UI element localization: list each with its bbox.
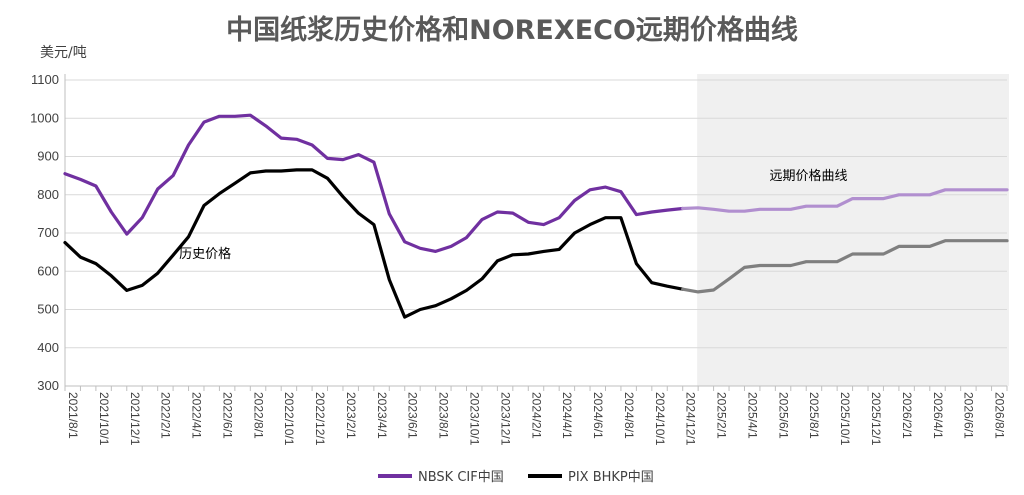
x-tick-label: 2026/8/1	[993, 392, 1007, 439]
x-tick-label: 2022/6/1	[220, 392, 234, 439]
x-tick-label: 2024/8/1	[622, 392, 636, 439]
y-tick-label: 900	[37, 149, 59, 164]
y-tick-label: 400	[37, 340, 59, 355]
y-tick-label: 500	[37, 302, 59, 317]
x-tick-label: 2026/6/1	[962, 392, 976, 439]
x-tick-label: 2023/10/1	[468, 392, 482, 446]
x-tick-label: 2021/12/1	[128, 392, 142, 446]
x-tick-label: 2025/4/1	[745, 392, 759, 439]
y-tick-label: 700	[37, 225, 59, 240]
x-tick-label: 2024/2/1	[529, 392, 543, 439]
series-line-nbsk-historical	[63, 113, 685, 253]
annotation-historical: 历史价格	[179, 246, 231, 262]
x-tick-label: 2025/8/1	[807, 392, 821, 439]
series-line-pix-forecast	[681, 239, 1009, 294]
x-tick-label: 2023/8/1	[437, 392, 451, 439]
x-tick-label: 2023/12/1	[498, 392, 512, 446]
y-tick-label: 1100	[31, 72, 59, 87]
series-line-nbsk-forecast	[681, 188, 1009, 213]
legend-swatch-nbsk	[378, 473, 412, 478]
x-tick-label: 2024/4/1	[560, 392, 574, 439]
x-tick-label: 2022/4/1	[190, 392, 204, 439]
annotation-forecast: 远期价格曲线	[769, 168, 847, 184]
x-tick-label: 2025/12/1	[869, 392, 883, 446]
y-tick-label: 800	[37, 187, 59, 202]
legend-item-pix: PIX BHKP中国	[528, 466, 654, 485]
x-tick-label: 2023/6/1	[406, 392, 420, 439]
x-tick-label: 2022/2/1	[159, 392, 173, 439]
legend-swatch-pix	[528, 473, 562, 478]
x-tick-label: 2026/4/1	[931, 392, 945, 439]
series-line-pix-historical	[63, 168, 685, 319]
x-tick-label: 2025/10/1	[838, 392, 852, 446]
x-tick-label: 2025/6/1	[776, 392, 790, 439]
y-tick-label: 600	[37, 263, 59, 278]
x-tick-label: 2023/2/1	[344, 392, 358, 439]
x-tick-label: 2024/6/1	[591, 392, 605, 439]
x-tick-label: 2023/4/1	[375, 392, 389, 439]
y-tick-label: 1000	[30, 110, 59, 125]
legend-item-nbsk: NBSK CIF中国	[378, 466, 504, 485]
chart-title: 中国纸浆历史价格和NOREXECO远期价格曲线	[226, 15, 798, 46]
x-tick-label: 2022/10/1	[282, 392, 296, 446]
x-tick-label: 2021/8/1	[66, 392, 80, 439]
legend-label-pix: PIX BHKP中国	[568, 470, 654, 485]
x-tick-label: 2022/8/1	[251, 392, 265, 439]
x-tick-label: 2024/10/1	[653, 392, 667, 446]
x-tick-label: 2022/12/1	[313, 392, 327, 446]
y-tick-label: 300	[37, 378, 59, 393]
legend-label-nbsk: NBSK CIF中国	[418, 470, 504, 485]
x-tick-label: 2024/12/1	[684, 392, 698, 446]
y-axis-unit-label: 美元/吨	[40, 45, 87, 61]
x-tick-label: 2025/2/1	[715, 392, 729, 439]
x-tick-label: 2026/2/1	[900, 392, 914, 439]
x-tick-label: 2021/10/1	[97, 392, 111, 446]
forecast-region	[697, 74, 1009, 386]
